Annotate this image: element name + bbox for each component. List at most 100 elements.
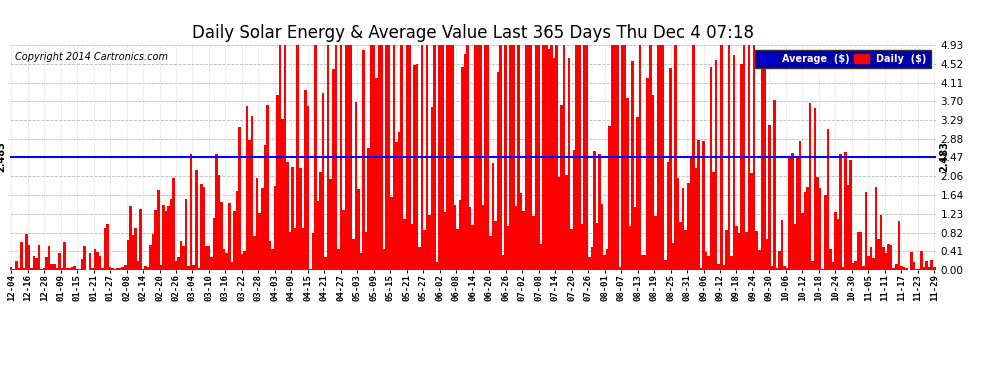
Bar [742, 45, 745, 270]
Bar [715, 60, 718, 270]
Bar [885, 254, 887, 270]
Bar [654, 216, 656, 270]
Bar [738, 233, 741, 270]
Bar [159, 265, 162, 270]
Bar [228, 203, 231, 270]
Bar [426, 45, 429, 270]
Bar [208, 246, 210, 270]
Bar [192, 265, 195, 270]
Bar [135, 228, 137, 270]
Bar [370, 45, 372, 270]
Bar [279, 45, 281, 270]
Bar [695, 168, 697, 270]
Bar [271, 249, 273, 270]
Bar [829, 249, 832, 270]
Bar [294, 228, 296, 270]
Bar [552, 57, 555, 270]
Bar [530, 45, 533, 270]
Bar [335, 45, 337, 270]
Bar [497, 72, 499, 270]
Bar [578, 45, 580, 270]
Bar [854, 261, 857, 270]
Bar [801, 213, 804, 270]
Bar [926, 261, 928, 270]
Bar [533, 216, 535, 270]
Bar [862, 266, 864, 270]
Bar [198, 268, 200, 270]
Bar [755, 231, 758, 270]
Bar [560, 105, 562, 270]
Bar [73, 266, 76, 270]
Bar [408, 45, 411, 270]
Bar [162, 205, 164, 270]
Bar [596, 224, 598, 270]
Bar [649, 45, 651, 270]
Bar [528, 45, 530, 270]
Bar [50, 264, 53, 270]
Bar [819, 188, 822, 270]
Bar [750, 173, 753, 270]
Bar [489, 236, 492, 270]
Bar [343, 210, 345, 270]
Bar [585, 45, 588, 270]
Bar [406, 45, 408, 270]
Bar [106, 224, 109, 270]
Bar [637, 117, 639, 270]
Bar [890, 245, 892, 270]
Bar [758, 250, 760, 270]
Bar [200, 184, 203, 270]
Bar [81, 259, 83, 270]
Bar [203, 187, 205, 270]
Bar [281, 119, 284, 270]
Bar [33, 256, 36, 270]
Bar [849, 160, 851, 270]
Bar [416, 64, 418, 270]
Bar [768, 125, 770, 270]
Bar [248, 140, 250, 270]
Bar [476, 45, 479, 270]
Bar [692, 45, 695, 270]
Bar [284, 45, 286, 270]
Bar [928, 267, 931, 270]
Bar [302, 228, 304, 270]
Bar [117, 268, 119, 270]
Bar [869, 246, 872, 270]
Bar [570, 228, 573, 270]
Bar [164, 211, 167, 270]
Bar [418, 247, 421, 270]
Bar [626, 98, 629, 270]
Bar [421, 45, 424, 270]
Bar [304, 90, 307, 270]
Bar [580, 224, 583, 270]
Bar [606, 249, 609, 270]
Bar [619, 267, 621, 270]
Bar [616, 45, 619, 270]
Bar [63, 242, 65, 270]
Bar [177, 257, 180, 270]
Bar [30, 268, 33, 270]
Bar [642, 255, 644, 270]
Bar [515, 206, 517, 270]
Bar [223, 249, 226, 270]
Bar [413, 64, 416, 270]
Bar [666, 162, 669, 270]
Bar [522, 211, 525, 270]
Bar [424, 230, 426, 270]
Bar [99, 256, 101, 270]
Bar [687, 183, 690, 270]
Bar [900, 266, 903, 270]
Bar [822, 269, 824, 270]
Bar [464, 54, 466, 270]
Bar [461, 68, 464, 270]
Bar [151, 234, 154, 270]
Bar [140, 209, 142, 270]
Bar [609, 126, 611, 270]
Bar [634, 207, 637, 270]
Bar [218, 175, 221, 270]
Bar [538, 45, 540, 270]
Bar [796, 156, 799, 270]
Bar [142, 269, 145, 270]
Bar [43, 268, 46, 270]
Bar [723, 265, 725, 270]
Bar [510, 45, 512, 270]
